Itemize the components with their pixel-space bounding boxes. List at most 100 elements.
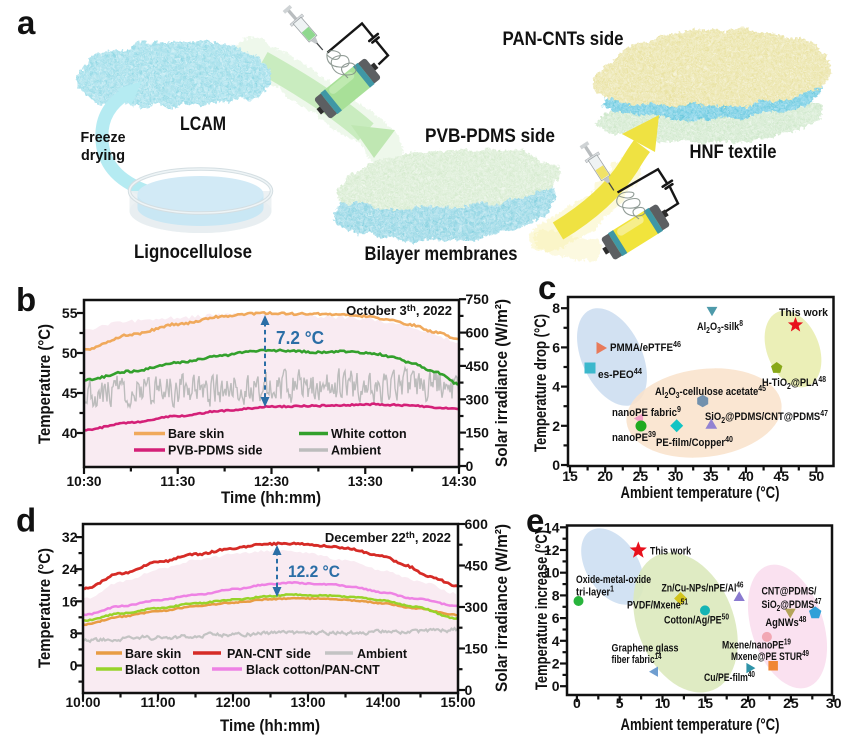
svg-text:Al2​O3​-silk8​: Al2​O3​-silk8​ <box>697 319 743 335</box>
svg-text:This work: This work <box>650 546 692 558</box>
svg-text:8: 8 <box>70 625 78 641</box>
svg-text:0: 0 <box>466 458 474 474</box>
svg-text:6: 6 <box>552 610 560 626</box>
svg-text:Solar irradiance (W/m²): Solar irradiance (W/m²) <box>493 299 511 467</box>
svg-text:es-PEO44​: es-PEO44​ <box>598 367 642 381</box>
svg-text:50: 50 <box>62 345 78 361</box>
svg-text:PMMA/ePTFE46​: PMMA/ePTFE46​ <box>610 340 681 354</box>
svg-text:10: 10 <box>655 695 671 711</box>
svg-text:Time (hh:mm): Time (hh:mm) <box>221 489 321 507</box>
svg-text:Oxide-metal-oxide: Oxide-metal-oxide <box>576 574 651 586</box>
svg-text:10:30: 10:30 <box>67 473 102 489</box>
svg-text:Lignocellulose: Lignocellulose <box>134 242 252 263</box>
svg-text:drying: drying <box>81 147 125 164</box>
svg-text:300: 300 <box>466 391 490 407</box>
svg-text:45: 45 <box>773 468 789 484</box>
svg-text:14:30: 14:30 <box>442 473 477 489</box>
svg-text:14:00: 14:00 <box>366 694 401 710</box>
svg-text:H-TiO2​@PLA48​: H-TiO2​@PLA48​ <box>762 375 826 391</box>
svg-text:20: 20 <box>740 695 756 711</box>
svg-text:PE-film/Copper40​: PE-film/Copper40​ <box>656 435 733 449</box>
svg-text:20: 20 <box>597 468 613 484</box>
svg-text:30: 30 <box>668 468 684 484</box>
svg-text:6: 6 <box>552 339 560 355</box>
svg-text:Mxene@PE STUR49​: Mxene@PE STUR49​ <box>731 649 809 663</box>
svg-text:Cu/PE-film40​: Cu/PE-film40​ <box>704 670 755 684</box>
svg-text:12.2 °C: 12.2 °C <box>288 562 340 581</box>
svg-text:11:30: 11:30 <box>160 473 195 489</box>
svg-text:5: 5 <box>616 695 624 711</box>
svg-text:25: 25 <box>633 468 649 484</box>
svg-text:Graphene glass: Graphene glass <box>612 643 679 655</box>
svg-text:750: 750 <box>466 291 490 307</box>
svg-text:Bilayer membranes: Bilayer membranes <box>365 244 518 265</box>
svg-text:Al2​O3​-cellulose acetate45​: Al2​O3​-cellulose acetate45​ <box>655 384 766 400</box>
svg-text:Time (hh:mm): Time (hh:mm) <box>220 717 320 735</box>
svg-text:AgNWs48​: AgNWs48​ <box>765 615 806 629</box>
svg-text:40: 40 <box>62 425 78 441</box>
svg-text:2: 2 <box>552 656 560 672</box>
svg-text:16: 16 <box>62 593 78 609</box>
svg-text:150: 150 <box>465 641 489 657</box>
svg-text:0: 0 <box>552 457 560 473</box>
svg-text:4: 4 <box>552 633 560 649</box>
svg-text:December 22th​, 2022: December 22th​, 2022 <box>325 530 451 545</box>
svg-text:14: 14 <box>544 519 560 535</box>
svg-text:55: 55 <box>62 305 78 321</box>
svg-text:Ambient temperature (°C): Ambient temperature (°C) <box>621 484 780 502</box>
svg-text:Temperature (°C): Temperature (°C) <box>36 324 54 444</box>
svg-text:15: 15 <box>698 695 714 711</box>
svg-text:450: 450 <box>465 558 489 574</box>
svg-text:a: a <box>17 4 36 41</box>
svg-text:450: 450 <box>466 358 490 374</box>
svg-text:Black cotton: Black cotton <box>125 663 200 677</box>
svg-text:12:30: 12:30 <box>254 473 289 489</box>
svg-text:nanoPE39​: nanoPE39​ <box>612 430 656 444</box>
svg-text:HNF textile: HNF textile <box>690 142 777 163</box>
svg-text:White cotton: White cotton <box>331 427 407 441</box>
svg-text:LCAM: LCAM <box>180 114 226 135</box>
svg-text:e: e <box>526 502 544 539</box>
svg-text:Temperature increase (°C): Temperature increase (°C) <box>533 530 551 690</box>
svg-text:12:00: 12:00 <box>216 694 251 710</box>
svg-text:10: 10 <box>544 565 560 581</box>
svg-text:150: 150 <box>466 425 490 441</box>
svg-text:tri-layer1​: tri-layer1​ <box>576 585 614 599</box>
svg-text:PAN-CNT side: PAN-CNT side <box>227 647 311 661</box>
svg-text:b: b <box>16 281 36 318</box>
svg-text:11:00: 11:00 <box>141 694 176 710</box>
svg-text:600: 600 <box>465 516 489 532</box>
svg-text:8: 8 <box>552 300 560 316</box>
svg-text:Bare skin: Bare skin <box>168 427 224 441</box>
svg-text:PVDF/Mxene51​: PVDF/Mxene51​ <box>627 598 688 612</box>
svg-text:0: 0 <box>70 658 78 674</box>
svg-text:SiO2​@PDMS/CNT@PDMS47​: SiO2​@PDMS/CNT@PDMS47​ <box>705 409 828 425</box>
svg-text:7.2 °C: 7.2 °C <box>276 328 324 348</box>
svg-text:Black cotton/PAN-CNT: Black cotton/PAN-CNT <box>246 663 380 677</box>
svg-text:8: 8 <box>552 587 560 603</box>
svg-text:SiO2​@PDMS47​: SiO2​@PDMS47​ <box>762 597 822 613</box>
svg-text:PVB-PDMS side: PVB-PDMS side <box>425 126 555 147</box>
svg-text:30: 30 <box>826 695 842 711</box>
svg-text:Cotton/Ag/PE50​: Cotton/Ag/PE50​ <box>664 613 729 627</box>
svg-text:32: 32 <box>62 529 78 545</box>
svg-text:300: 300 <box>465 599 489 615</box>
svg-text:24: 24 <box>62 561 78 577</box>
svg-text:fiber fabric14​: fiber fabric14​ <box>612 652 662 666</box>
svg-text:12: 12 <box>544 542 560 558</box>
svg-text:Mxene/nanoPE19​: Mxene/nanoPE19​ <box>722 638 791 652</box>
svg-text:15:00: 15:00 <box>441 694 476 710</box>
svg-text:Ambient temperature (°C): Ambient temperature (°C) <box>621 716 780 734</box>
svg-text:Freeze: Freeze <box>81 129 126 146</box>
svg-text:15: 15 <box>562 468 578 484</box>
svg-text:0: 0 <box>552 678 560 694</box>
svg-text:50: 50 <box>809 468 825 484</box>
svg-text:PAN-CNTs side: PAN-CNTs side <box>503 29 624 50</box>
svg-text:Ambient: Ambient <box>357 647 408 661</box>
svg-text:13:00: 13:00 <box>291 694 326 710</box>
svg-text:Bare skin: Bare skin <box>125 647 181 661</box>
svg-text:25: 25 <box>783 695 799 711</box>
svg-text:Ambient: Ambient <box>331 444 382 458</box>
svg-text:0: 0 <box>465 682 473 698</box>
svg-text:c: c <box>538 269 556 306</box>
